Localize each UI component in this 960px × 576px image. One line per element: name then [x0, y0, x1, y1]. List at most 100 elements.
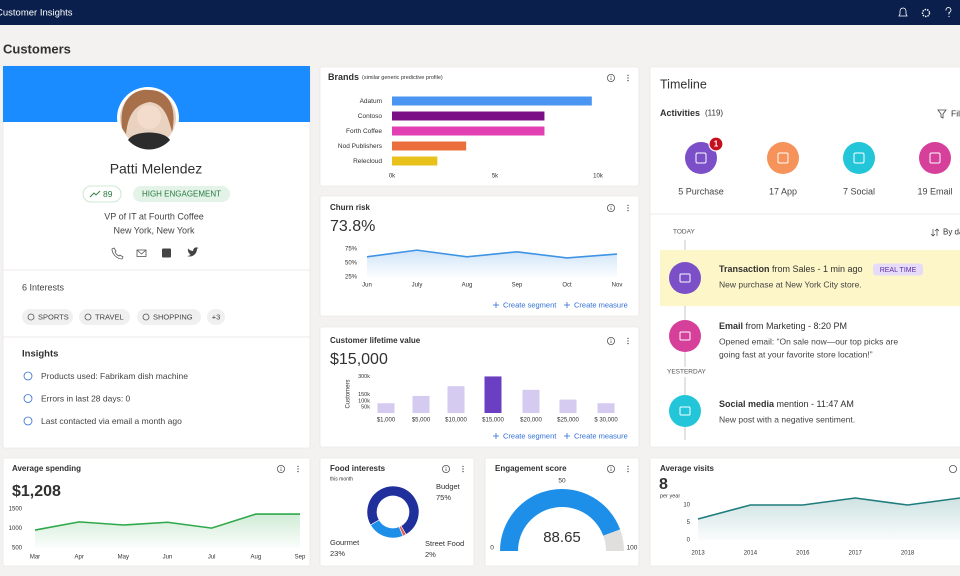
- info-icon: [607, 464, 616, 473]
- card-subtitle: this month: [330, 476, 353, 482]
- interest-chip-label: +3: [212, 312, 221, 321]
- action-link: Create segment: [503, 300, 557, 309]
- insight-icon: [23, 371, 33, 381]
- more-icon: [627, 342, 629, 345]
- sort-button: By date: [943, 228, 960, 237]
- y-tick-label: 50%: [345, 261, 358, 267]
- more-icon: [627, 74, 629, 77]
- activity-glyph: [695, 152, 707, 164]
- bar: [377, 403, 395, 413]
- help-icon: [948, 15, 950, 18]
- trend-icon: [89, 190, 101, 198]
- insight-icon: [23, 394, 33, 403]
- area: [698, 498, 960, 540]
- linkedin-icon: [162, 248, 171, 258]
- yesterday-bg: [664, 367, 706, 377]
- event-type: Transaction: [719, 264, 770, 274]
- gauge-value-label: 88.65: [543, 529, 581, 546]
- gauge-tick-label: 50: [558, 478, 566, 485]
- bar-label: Contoso: [358, 113, 383, 120]
- legend-label: Street Food: [425, 539, 464, 548]
- interest-chip: [22, 309, 73, 325]
- score-pill: [82, 185, 122, 203]
- activity-badge-count: 1: [714, 140, 719, 149]
- gauge-tick-label: 100: [627, 545, 638, 552]
- x-tick-label: $10,000: [445, 418, 467, 424]
- info-icon: [610, 466, 612, 468]
- event-tag-label: REAL TIME: [880, 267, 917, 274]
- x-tick-label: 2014: [744, 551, 758, 557]
- x-tick-label: 10k: [593, 174, 604, 180]
- activity-label: 19 Email: [917, 186, 952, 196]
- interest-chip: [79, 309, 130, 325]
- x-tick-label: Oct: [562, 283, 572, 289]
- activity-icon: [685, 142, 717, 174]
- x-tick-label: Sep: [512, 283, 523, 289]
- activity-icon: [843, 142, 875, 174]
- legend-label: Budget: [436, 482, 461, 491]
- action-link: Create segment: [503, 431, 557, 440]
- donut-segment: [366, 485, 420, 535]
- info-icon: [949, 464, 958, 473]
- event-description: New purchase at New York City store.: [719, 279, 862, 289]
- x-tick-label: Aug: [462, 283, 473, 289]
- interest-chip-label: TRAVEL: [95, 312, 124, 321]
- event-title: Transaction from Sales - 1 min ago: [719, 264, 863, 274]
- avatar-face: [137, 105, 161, 129]
- y-tick-label: 300k: [358, 374, 370, 380]
- bar-label: Relecloud: [353, 158, 382, 165]
- info-icon: [607, 74, 616, 83]
- event-glyph: [679, 273, 691, 283]
- x-tick-label: 2016: [796, 551, 810, 557]
- activity-badge: [708, 136, 724, 152]
- event-meta: mention - 11:47 AM: [774, 399, 854, 409]
- settings-icon: [921, 8, 931, 18]
- event-title: Social media mention - 11:47 AM: [719, 399, 854, 409]
- x-tick-label: $ 30,000: [594, 418, 618, 424]
- more-icon: [462, 465, 464, 468]
- insight-text: Last contacted via email a month ago: [41, 416, 182, 426]
- yesterday-label: YESTERDAY: [667, 369, 707, 376]
- bar: [597, 403, 615, 413]
- event-icon: [669, 395, 701, 427]
- card-title: Customer lifetime value: [330, 336, 421, 345]
- event-tag: [873, 263, 923, 276]
- insights-title: Insights: [22, 349, 58, 360]
- interests-title: 6 Interests: [22, 282, 65, 292]
- info-icon: [445, 466, 447, 468]
- y-tick-label: 10: [683, 503, 690, 509]
- y-tick-label: 100k: [358, 398, 370, 404]
- interest-chip-label: SPORTS: [38, 312, 69, 321]
- event-type: Social media: [719, 399, 775, 409]
- x-tick-label: Apr: [74, 555, 83, 561]
- bar: [392, 156, 438, 166]
- event-description: New post with a negative sentiment.: [719, 414, 855, 424]
- headline-value: 8: [659, 476, 668, 493]
- twitter-icon: [187, 247, 199, 257]
- info-icon: [610, 75, 612, 77]
- engagement-badge: [133, 186, 230, 202]
- avg-spending-card: [2, 457, 311, 567]
- more-icon: [297, 468, 299, 470]
- bar: [392, 96, 592, 106]
- interest-chip: [207, 309, 225, 325]
- donut-segment: [398, 525, 407, 537]
- event-title: Email from Marketing - 8:20 PM: [719, 321, 847, 331]
- sort-icon: [930, 228, 940, 237]
- more-icon: [627, 204, 629, 207]
- mail-icon: [136, 249, 147, 255]
- x-tick-label: Jun: [163, 555, 173, 561]
- headline-unit: per year: [660, 493, 680, 499]
- activity-label: 17 App: [769, 186, 797, 196]
- bar: [559, 399, 577, 413]
- event-description: Opened email: “On sale now—our top picks…: [719, 336, 898, 346]
- headline-value: $15,000: [330, 351, 388, 368]
- event-glyph: [679, 331, 691, 341]
- x-tick-label: Jul: [208, 555, 216, 561]
- x-tick-label: $20,000: [520, 418, 542, 424]
- x-tick-label: Jun: [362, 283, 372, 289]
- bar: [447, 386, 465, 413]
- header-bar: [0, 0, 960, 25]
- card-title: Average spending: [12, 464, 81, 473]
- card-subtitle: (similar generic predictive profile): [362, 75, 443, 81]
